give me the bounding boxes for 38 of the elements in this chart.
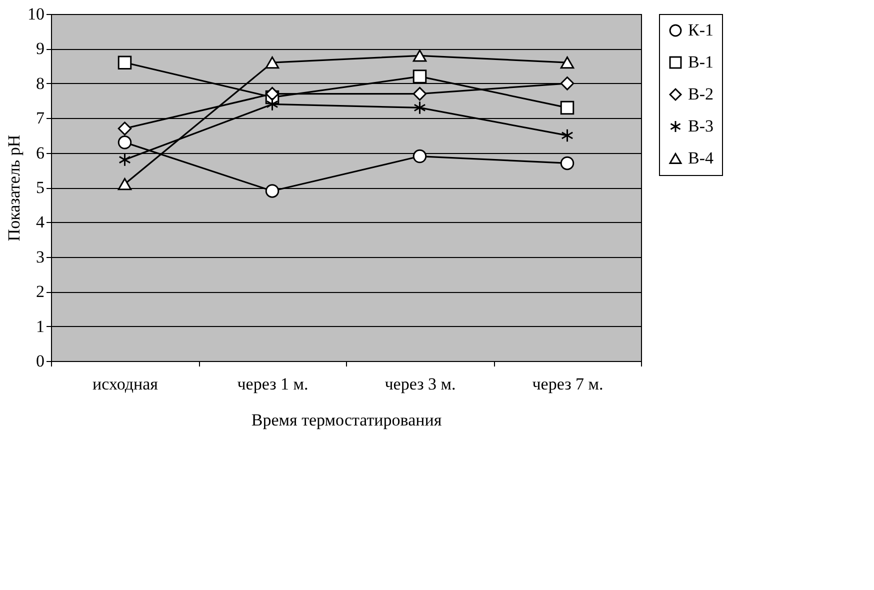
point [118, 56, 132, 70]
y-tick-label: 0 [36, 352, 44, 370]
x-tick-label: через 3 м. [384, 374, 456, 394]
point [265, 184, 280, 198]
point [561, 128, 574, 142]
x-tick-label: через 1 м. [237, 374, 308, 394]
point [118, 178, 132, 190]
point [266, 97, 278, 112]
y-tick-label: 4 [36, 212, 45, 232]
point [414, 100, 426, 115]
point [265, 56, 280, 69]
y-tick-label: 10 [28, 4, 44, 24]
legend-label: В-3 [688, 116, 714, 136]
y-tick-label: 8 [36, 74, 44, 93]
y-tick-label: 5 [36, 178, 44, 197]
x-tick-label: исходная [92, 374, 158, 394]
point [412, 50, 427, 62]
point [265, 86, 280, 101]
y-tick-label: 7 [36, 108, 45, 128]
y-tick-label: 3 [36, 247, 44, 266]
y-tick-label: 2 [36, 282, 44, 302]
point [560, 56, 574, 69]
legend-label: В-4 [688, 148, 714, 168]
y-axis-title: Показатель pH [4, 134, 24, 242]
point [118, 152, 131, 167]
y-tick-label: 6 [36, 143, 44, 162]
x-tick-label: через 7 м. [532, 374, 604, 394]
legend-label: В-1 [688, 52, 714, 72]
y-tick-label: 9 [36, 39, 44, 58]
x-axis-title: Время термостатирования [251, 410, 442, 430]
point [412, 149, 427, 164]
legend-label: В-2 [688, 84, 714, 104]
y-tick-label: 1 [36, 316, 44, 336]
point [560, 100, 574, 115]
legend-label: К-1 [688, 20, 714, 40]
point [560, 156, 574, 170]
point [412, 70, 427, 84]
point [118, 136, 132, 150]
